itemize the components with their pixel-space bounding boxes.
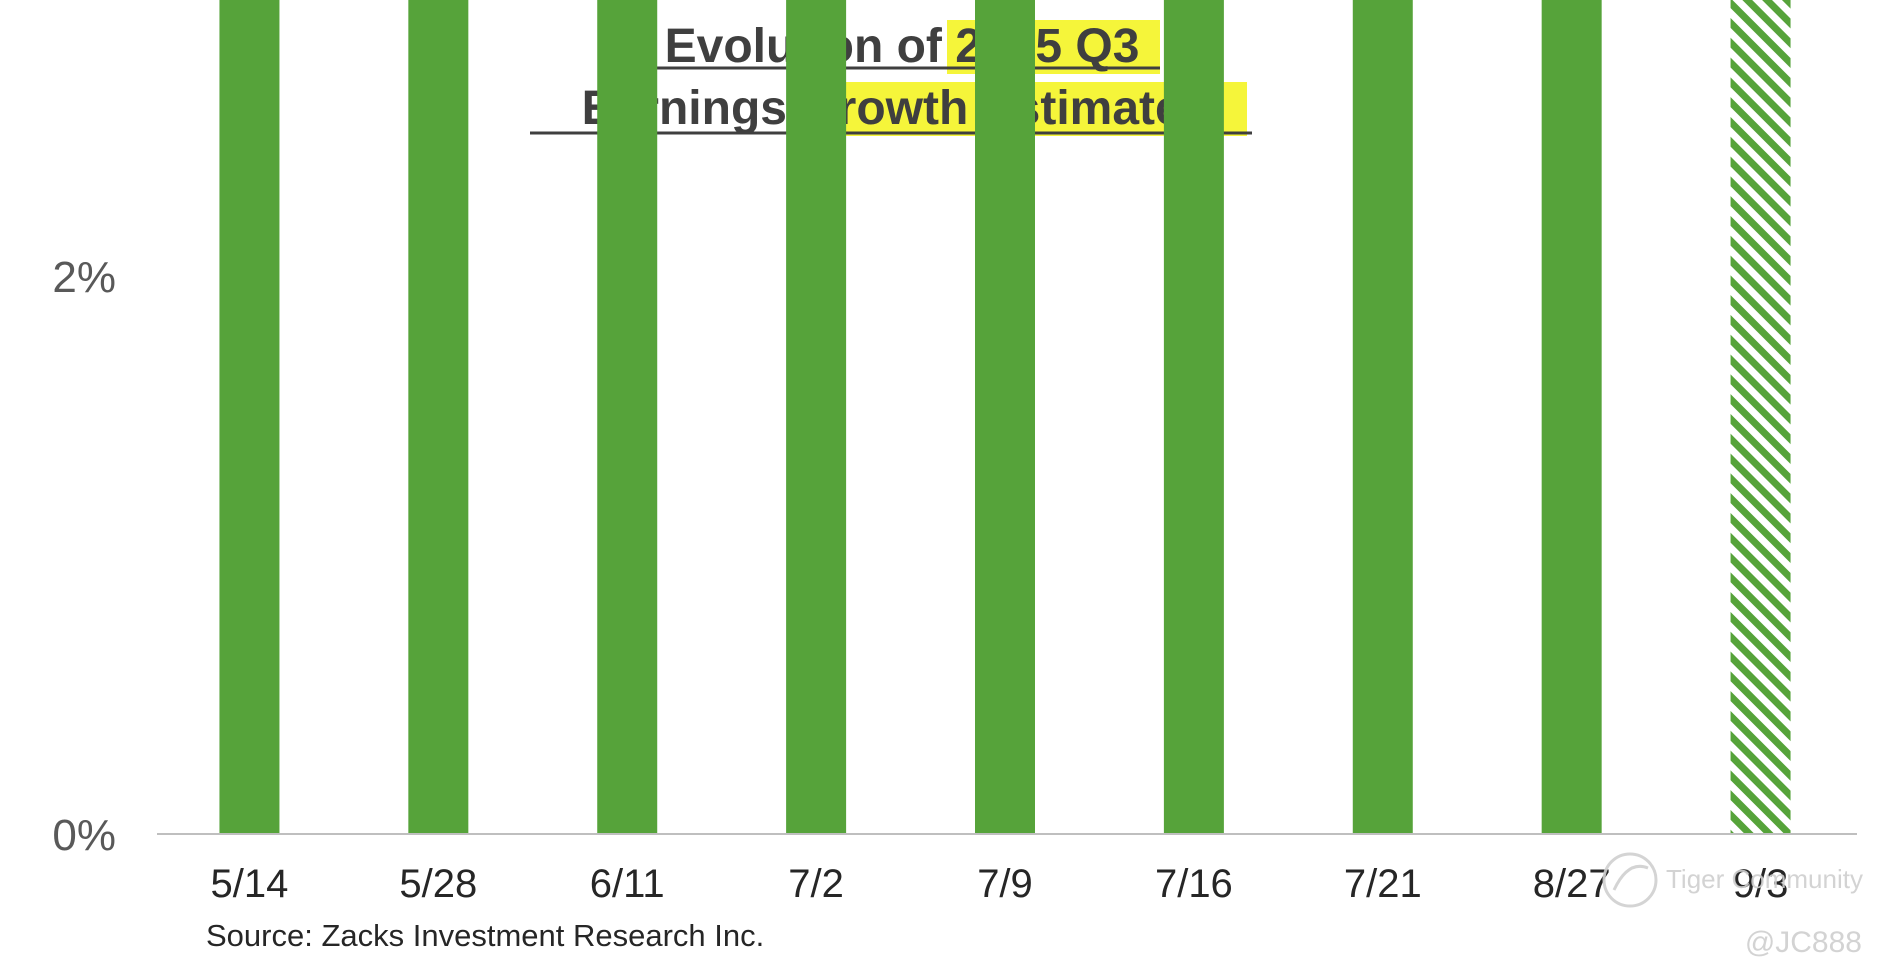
x-tick-label: 7/21 xyxy=(1344,862,1422,906)
title-line1: Evolution of 2025 Q3 xyxy=(665,20,1140,73)
bars xyxy=(219,0,1791,835)
category-labels: 5/14 5/28 6/11 7/2 7/9 7/16 7/21 8/27 9/3 xyxy=(211,862,1789,906)
watermark: Tiger Community @JC888 xyxy=(1602,852,1863,959)
title-line2: Earnings Growth Estimates xyxy=(582,82,1209,135)
watermark-handle: @JC888 xyxy=(1745,926,1862,959)
tiger-logo-icon xyxy=(1602,852,1658,908)
x-tick-label: 9/3 xyxy=(1733,862,1789,906)
bar xyxy=(975,0,1035,835)
y-tick-label: 2% xyxy=(52,253,116,302)
x-tick-label: 7/16 xyxy=(1155,862,1233,906)
source-note: Source: Zacks Investment Research Inc. xyxy=(206,918,764,953)
bar-projected xyxy=(1730,0,1791,834)
x-tick-label: 6/11 xyxy=(590,862,665,906)
tiger-logo-stroke xyxy=(1612,864,1649,891)
x-tick-label: 7/2 xyxy=(788,862,844,906)
watermark-brand: Tiger Community xyxy=(1666,864,1863,894)
bar xyxy=(1163,0,1224,835)
x-tick-label: 5/14 xyxy=(211,862,289,906)
bar xyxy=(1541,0,1602,834)
y-axis-tick-labels: 0%2%4% xyxy=(52,253,116,860)
bar xyxy=(786,0,847,835)
x-tick-label: 5/28 xyxy=(399,862,477,906)
bar xyxy=(219,0,280,834)
bar xyxy=(597,0,658,835)
y-tick-label: 0% xyxy=(52,811,116,860)
bar xyxy=(1352,0,1413,834)
x-tick-label: 7/9 xyxy=(977,862,1033,906)
bar xyxy=(408,0,469,835)
x-tick-label: 8/27 xyxy=(1533,862,1611,906)
